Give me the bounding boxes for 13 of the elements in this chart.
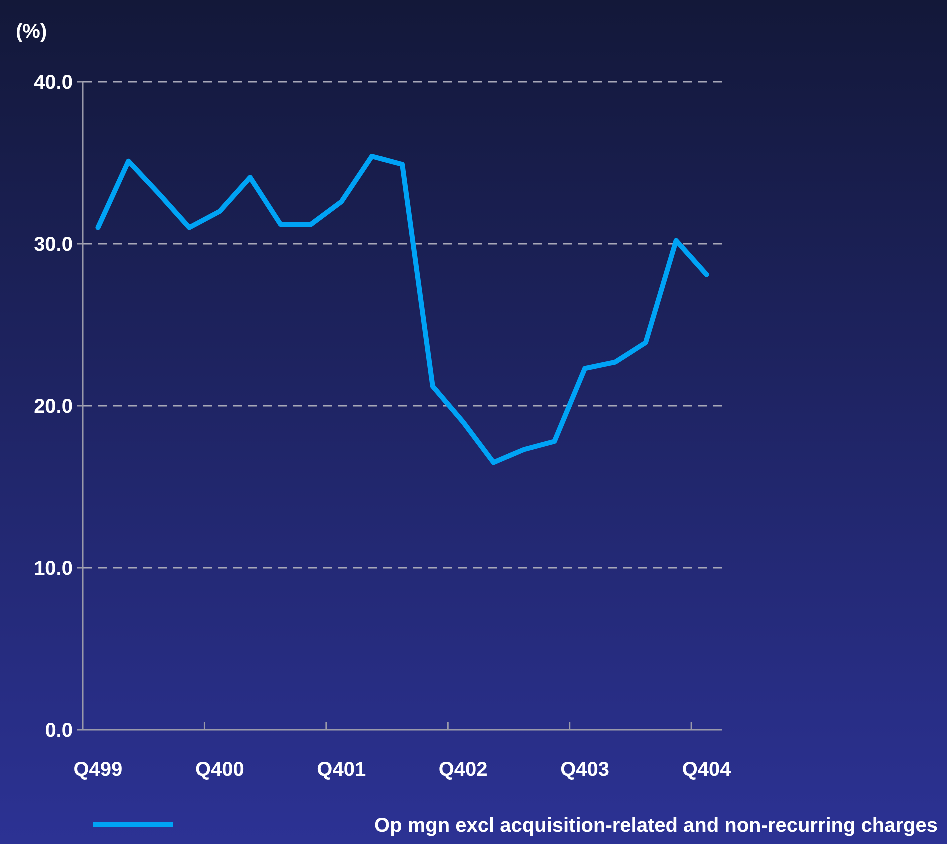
x-tick-label: Q401 [317, 759, 366, 781]
text: Op mgn excl acquisition-related and non-recurring charges [374, 815, 938, 837]
y-tick-label: 0.0 [45, 720, 73, 742]
y-tick-label: 20.0 [34, 396, 73, 418]
y-tick-label: 10.0 [34, 558, 73, 580]
x-tick-label: Q404 [682, 759, 732, 781]
y-axis-title: (%) [16, 21, 48, 43]
x-tick-label: Q400 [195, 759, 244, 781]
x-tick-label: Q499 [74, 759, 123, 781]
x-tick-label: Q403 [560, 759, 610, 781]
y-tick-label: 30.0 [34, 234, 73, 256]
x-tick-label: Q402 [438, 759, 488, 781]
y-tick-label: 40.0 [34, 72, 73, 94]
